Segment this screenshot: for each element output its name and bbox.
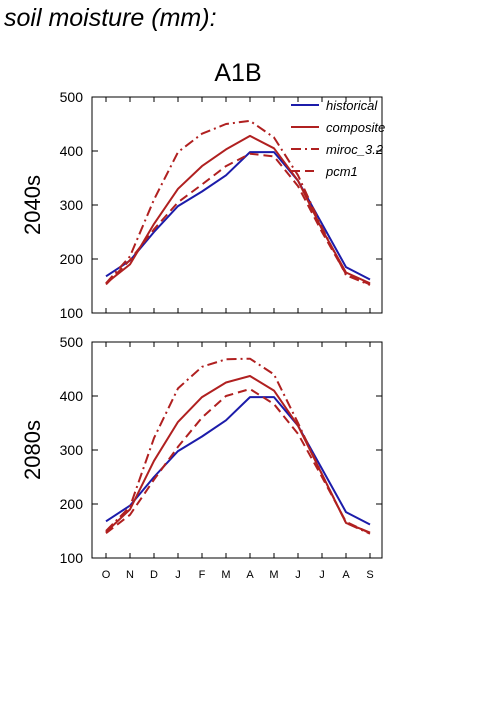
x-tick-label: J bbox=[175, 569, 181, 581]
y-tick-label: 400 bbox=[60, 388, 84, 404]
series-line-historical bbox=[105, 396, 371, 526]
series-line-composite bbox=[105, 375, 371, 534]
x-tick-label: J bbox=[319, 569, 325, 581]
series-line-historical bbox=[105, 151, 371, 281]
y-tick-label: 500 bbox=[60, 89, 84, 105]
series-line-composite bbox=[105, 134, 371, 285]
chart-title: A1B bbox=[214, 59, 261, 87]
legend-label-pcm1: pcm1 bbox=[325, 164, 358, 179]
plot-frame bbox=[91, 341, 383, 559]
series-line-miroc_3.2 bbox=[105, 357, 371, 535]
legend: historical composite miroc_3.2 pcm1 bbox=[291, 98, 385, 179]
x-tick-label: M bbox=[221, 569, 230, 581]
y-tick-label: 400 bbox=[60, 143, 84, 159]
y-tick-label: 300 bbox=[60, 197, 84, 213]
x-tick-label: D bbox=[150, 569, 158, 581]
y-axis-label: 2040s bbox=[20, 175, 45, 235]
panel-2040s: 100 200 300 400 500 2040s bbox=[20, 89, 383, 321]
page-title: soil moisture (mm): bbox=[4, 4, 217, 32]
series-line-miroc_3.2 bbox=[105, 119, 371, 286]
x-tick-label: A bbox=[342, 569, 350, 581]
legend-label-historical: historical bbox=[326, 98, 378, 113]
y-axis-label: 2080s bbox=[20, 420, 45, 480]
y-tick-label: 200 bbox=[60, 496, 84, 512]
x-tick-label: S bbox=[366, 569, 373, 581]
y-tick-label: 200 bbox=[60, 251, 84, 267]
x-tick-label: J bbox=[295, 569, 301, 581]
x-tick-label: M bbox=[269, 569, 278, 581]
y-tick-label: 300 bbox=[60, 442, 84, 458]
series-line-pcm1 bbox=[105, 152, 371, 286]
panel-2080s: 100 200 300 400 500 2080s bbox=[20, 334, 383, 566]
chart-panels: 100 200 300 400 500 2040s 100 200 300 400 500 2080s bbox=[20, 89, 383, 566]
x-tick-label: N bbox=[126, 569, 134, 581]
x-tick-label: F bbox=[199, 569, 206, 581]
x-tick-label: O bbox=[102, 569, 111, 581]
y-tick-label: 100 bbox=[60, 305, 84, 321]
series-line-pcm1 bbox=[105, 388, 371, 535]
y-tick-label: 500 bbox=[60, 334, 84, 350]
legend-label-miroc_3.2: miroc_3.2 bbox=[326, 142, 384, 157]
y-tick-label: 100 bbox=[60, 550, 84, 566]
legend-label-composite: composite bbox=[326, 120, 385, 135]
x-tick-label: A bbox=[246, 569, 254, 581]
